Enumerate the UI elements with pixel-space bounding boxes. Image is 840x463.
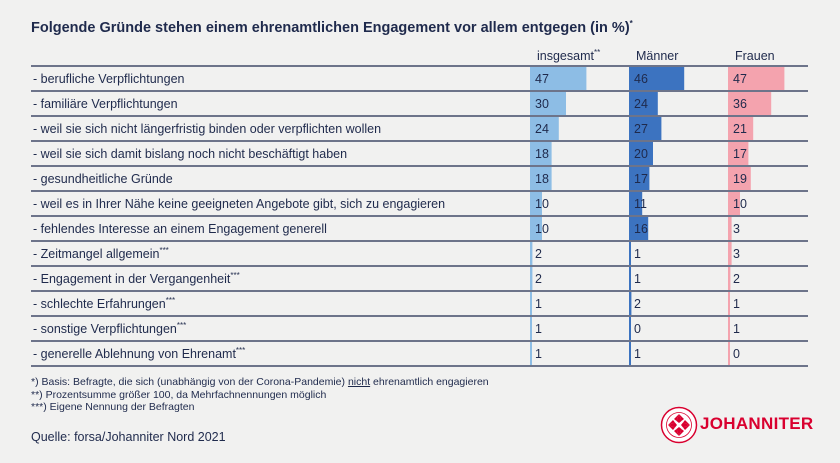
bar-frauen-4	[728, 167, 751, 190]
category-label: - familiäre Verpflichtungen	[33, 97, 178, 111]
value-label: 47	[535, 72, 549, 86]
value-label: 17	[634, 172, 648, 186]
bar-insgesamt-10	[530, 317, 532, 340]
value-label: 36	[733, 97, 747, 111]
bar-frauen-7	[728, 242, 732, 265]
category-label: - weil sie sich damit bislang noch nicht…	[33, 147, 347, 161]
bar-insgesamt-8	[530, 267, 533, 290]
value-label: 1	[733, 322, 740, 336]
value-label: 30	[535, 97, 549, 111]
value-label: 17	[733, 147, 747, 161]
value-label: 16	[634, 222, 648, 236]
value-label: 1	[634, 247, 641, 261]
bar-maenner-8	[629, 267, 631, 290]
bar-insgesamt-0	[530, 67, 587, 90]
bar-frauen-9	[728, 292, 730, 315]
bar-maenner-2	[629, 117, 662, 140]
bar-insgesamt-2	[530, 117, 559, 140]
bar-maenner-9	[629, 292, 632, 315]
bar-insgesamt-1	[530, 92, 566, 115]
value-label: 19	[733, 172, 747, 186]
value-label: 24	[634, 97, 648, 111]
column-header-maenner: Männer	[636, 49, 679, 63]
bar-insgesamt-3	[530, 142, 552, 165]
value-label: 1	[535, 322, 542, 336]
footnote-basis: *) Basis: Befragte, die sich (unabhängig…	[31, 376, 489, 388]
footnotes: *) Basis: Befragte, die sich (unabhängig…	[31, 376, 489, 414]
bar-frauen-3	[728, 142, 749, 165]
bar-frauen-8	[728, 267, 731, 290]
value-label: 27	[634, 122, 648, 136]
bar-table-chart: - berufliche Verpflichtungen 47 46 47 - fami…	[31, 65, 808, 367]
bar-maenner-11	[629, 342, 631, 365]
value-label: 18	[535, 172, 549, 186]
bar-maenner-1	[629, 92, 658, 115]
value-label: 1	[535, 347, 542, 361]
value-label: 47	[733, 72, 747, 86]
category-label: - fehlendes Interesse an einem Engagemen…	[33, 222, 327, 236]
column-header-insgesamt: insgesamt**	[537, 47, 601, 63]
bar-frauen-11	[728, 342, 730, 365]
category-label: - Engagement in der Vergangenheit***	[33, 271, 240, 286]
value-label: 10	[535, 222, 549, 236]
bar-insgesamt-5	[530, 192, 542, 215]
category-label: - generelle Ablehnung von Ehrenamt***	[33, 346, 245, 361]
bar-maenner-10	[629, 317, 631, 340]
bar-insgesamt-11	[530, 342, 532, 365]
bar-maenner-3	[629, 142, 653, 165]
footnote-own-mention: ***) Eigene Nennung der Befragten	[31, 401, 195, 413]
value-label: 20	[634, 147, 648, 161]
bar-frauen-10	[728, 317, 730, 340]
category-label: - weil sie sich nicht längerfristig bind…	[33, 122, 381, 136]
value-label: 1	[535, 297, 542, 311]
bar-frauen-1	[728, 92, 772, 115]
column-header-frauen: Frauen	[735, 49, 775, 63]
value-label: 10	[535, 197, 549, 211]
bar-insgesamt-9	[530, 292, 532, 315]
value-label: 1	[733, 297, 740, 311]
value-label: 10	[733, 197, 747, 211]
category-label: - berufliche Verpflichtungen	[33, 72, 185, 86]
bar-frauen-5	[728, 192, 740, 215]
source-note: Quelle: forsa/Johanniter Nord 2021	[31, 430, 226, 444]
bar-maenner-4	[629, 167, 650, 190]
value-label: 1	[634, 347, 641, 361]
bar-insgesamt-7	[530, 242, 533, 265]
bar-maenner-7	[629, 242, 631, 265]
value-label: 2	[535, 247, 542, 261]
value-label: 21	[733, 122, 747, 136]
bar-frauen-2	[728, 117, 754, 140]
bar-insgesamt-6	[530, 217, 542, 240]
category-label: - schlechte Erfahrungen***	[33, 296, 175, 311]
category-label: - gesundheitliche Gründe	[33, 172, 173, 186]
bar-insgesamt-4	[530, 167, 552, 190]
footnote-percent-sum: **) Prozentsumme größer 100, da Mehrfach…	[31, 388, 327, 401]
value-label: 0	[634, 322, 641, 336]
bar-maenner-5	[629, 192, 643, 215]
johanniter-cross-seal-icon	[660, 406, 698, 444]
value-label: 18	[535, 147, 549, 161]
value-label: 0	[733, 347, 740, 361]
bar-frauen-0	[728, 67, 785, 90]
category-label: - weil es in Ihrer Nähe keine geeigneten…	[33, 197, 445, 211]
value-label: 11	[634, 197, 647, 211]
bar-maenner-6	[629, 217, 649, 240]
chart-title: Folgende Gründe stehen einem ehrenamtlic…	[31, 19, 633, 36]
value-label: 2	[535, 272, 542, 286]
value-label: 24	[535, 122, 549, 136]
value-label: 3	[733, 222, 740, 236]
value-label: 46	[634, 72, 648, 86]
johanniter-logo-text: JOHANNITER	[700, 414, 814, 433]
value-label: 1	[634, 272, 641, 286]
value-label: 2	[634, 297, 641, 311]
bar-frauen-6	[728, 217, 732, 240]
bar-maenner-0	[629, 67, 685, 90]
value-label: 2	[733, 272, 740, 286]
category-label: - sonstige Verpflichtungen***	[33, 321, 186, 336]
value-label: 3	[733, 247, 740, 261]
category-label: - Zeitmangel allgemein***	[33, 246, 169, 261]
